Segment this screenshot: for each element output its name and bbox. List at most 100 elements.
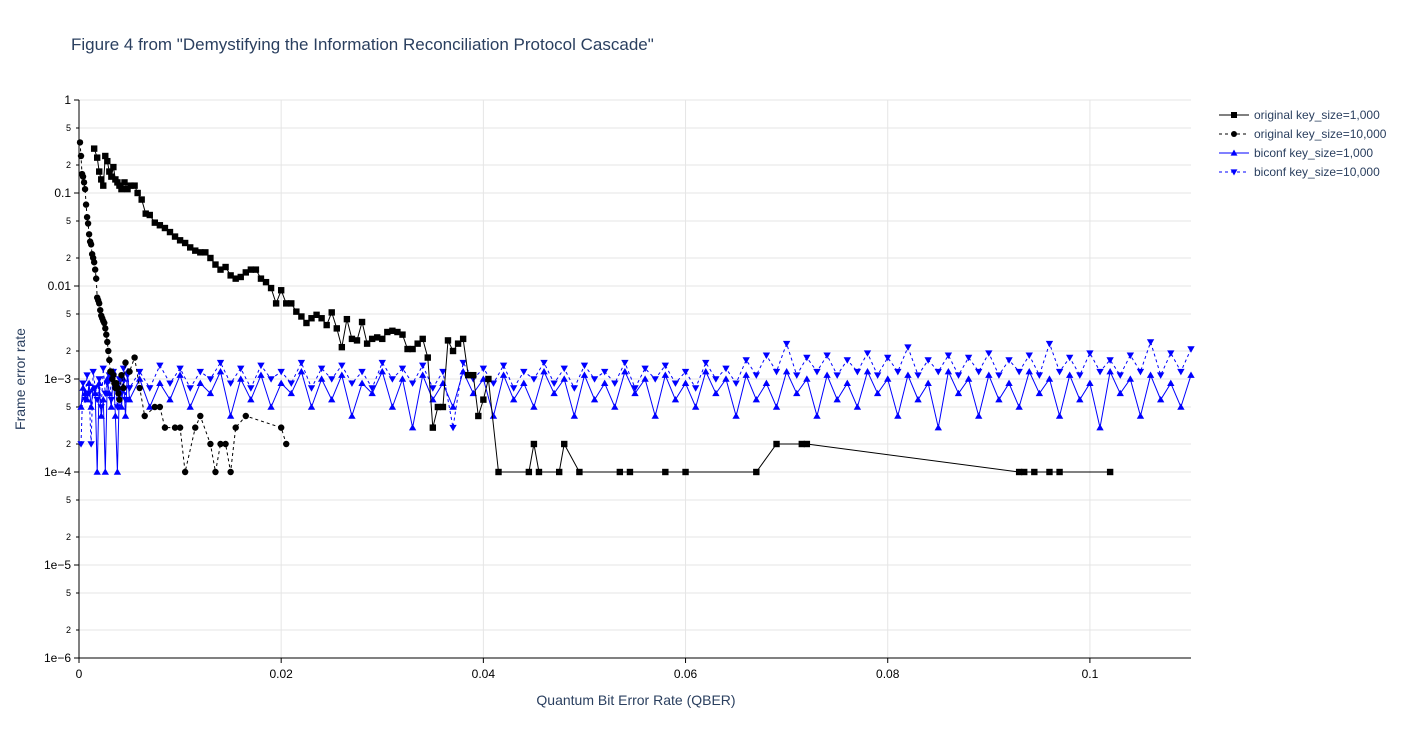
data-point	[884, 354, 892, 362]
data-point	[499, 362, 508, 370]
data-point	[641, 365, 649, 373]
data-point	[176, 237, 184, 244]
data-point	[1106, 468, 1114, 476]
data-point	[105, 347, 112, 355]
data-point	[793, 389, 801, 397]
data-point	[1005, 357, 1013, 364]
data-point	[924, 357, 932, 364]
data-point	[1021, 468, 1028, 476]
data-point	[156, 362, 164, 370]
data-point	[1106, 367, 1114, 375]
data-point	[495, 468, 502, 476]
data-point	[662, 468, 669, 476]
data-point	[752, 395, 760, 403]
data-point	[414, 340, 421, 347]
data-point	[434, 403, 442, 411]
x-axis-title: Quantum Bit Error Rate (QBER)	[536, 692, 735, 708]
data-point	[368, 389, 376, 397]
data-point	[202, 249, 209, 256]
data-point	[1156, 395, 1165, 403]
data-point	[358, 368, 366, 376]
data-point	[85, 390, 93, 398]
data-point	[454, 340, 462, 347]
data-point	[449, 403, 457, 410]
data-point	[99, 395, 107, 403]
data-point	[171, 233, 179, 240]
data-point	[550, 380, 558, 387]
data-point	[661, 371, 670, 378]
data-point	[90, 259, 98, 266]
data-point	[277, 379, 285, 387]
data-point	[722, 375, 730, 382]
data-point	[691, 403, 700, 410]
data-point	[85, 379, 93, 387]
data-point	[93, 468, 101, 475]
data-point	[863, 367, 872, 375]
data-point	[87, 403, 95, 410]
data-point	[1045, 375, 1054, 382]
data-point	[479, 375, 488, 382]
data-point	[77, 441, 85, 448]
data-point	[424, 354, 431, 361]
legend: original key_size=1,000 original key_size…	[1219, 108, 1387, 179]
data-point	[146, 211, 153, 219]
data-point	[803, 354, 811, 362]
data-point	[1086, 379, 1094, 387]
data-point	[560, 365, 568, 373]
x-tick-label: 0.02	[270, 667, 294, 681]
data-point	[1167, 379, 1175, 387]
data-point	[79, 384, 87, 391]
data-point	[134, 189, 141, 197]
data-point	[146, 403, 154, 410]
data-point	[138, 196, 145, 203]
data-point	[561, 440, 568, 448]
data-point	[1025, 367, 1033, 375]
data-point	[206, 389, 215, 397]
data-point	[904, 371, 912, 378]
data-point	[964, 354, 973, 362]
x-tick-label: 0.06	[674, 667, 698, 681]
data-point	[257, 275, 265, 282]
data-point	[1096, 423, 1104, 431]
data-point	[232, 424, 239, 431]
data-point	[252, 266, 260, 273]
data-point	[192, 247, 199, 254]
data-point	[100, 182, 107, 189]
data-point	[1015, 368, 1023, 376]
data-point	[287, 380, 295, 387]
data-point	[227, 272, 234, 279]
data-point	[76, 139, 84, 146]
data-point	[161, 424, 169, 431]
data-point	[388, 403, 397, 410]
data-point	[368, 335, 376, 343]
data-point	[394, 328, 401, 336]
data-point	[444, 337, 452, 344]
x-tick-label: 0.04	[472, 667, 496, 681]
data-point	[81, 389, 89, 397]
data-point	[853, 403, 862, 410]
data-point	[964, 375, 973, 382]
data-point	[79, 173, 87, 180]
legend-item: original key_size=1,000	[1219, 108, 1380, 122]
data-point	[954, 372, 963, 379]
data-point	[212, 468, 219, 476]
data-point	[343, 315, 351, 323]
x-tick-label: 0	[76, 667, 83, 681]
data-point	[833, 372, 841, 379]
data-point	[530, 403, 538, 410]
data-point	[83, 213, 91, 221]
data-point	[151, 403, 159, 411]
data-point	[904, 344, 912, 351]
series-line	[93, 148, 1111, 473]
data-point	[95, 376, 103, 383]
data-point	[288, 300, 295, 307]
data-point	[499, 371, 508, 378]
data-point	[298, 313, 305, 320]
data-point	[146, 385, 154, 392]
data-point	[328, 309, 335, 316]
data-point	[114, 179, 121, 186]
data-point	[226, 380, 235, 387]
data-point	[105, 389, 114, 397]
data-point	[510, 395, 518, 403]
data-point	[267, 284, 275, 292]
